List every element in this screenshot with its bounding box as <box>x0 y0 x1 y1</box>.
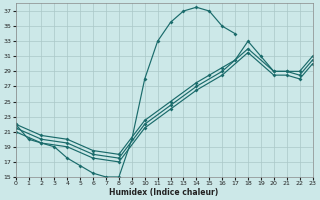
X-axis label: Humidex (Indice chaleur): Humidex (Indice chaleur) <box>109 188 219 197</box>
